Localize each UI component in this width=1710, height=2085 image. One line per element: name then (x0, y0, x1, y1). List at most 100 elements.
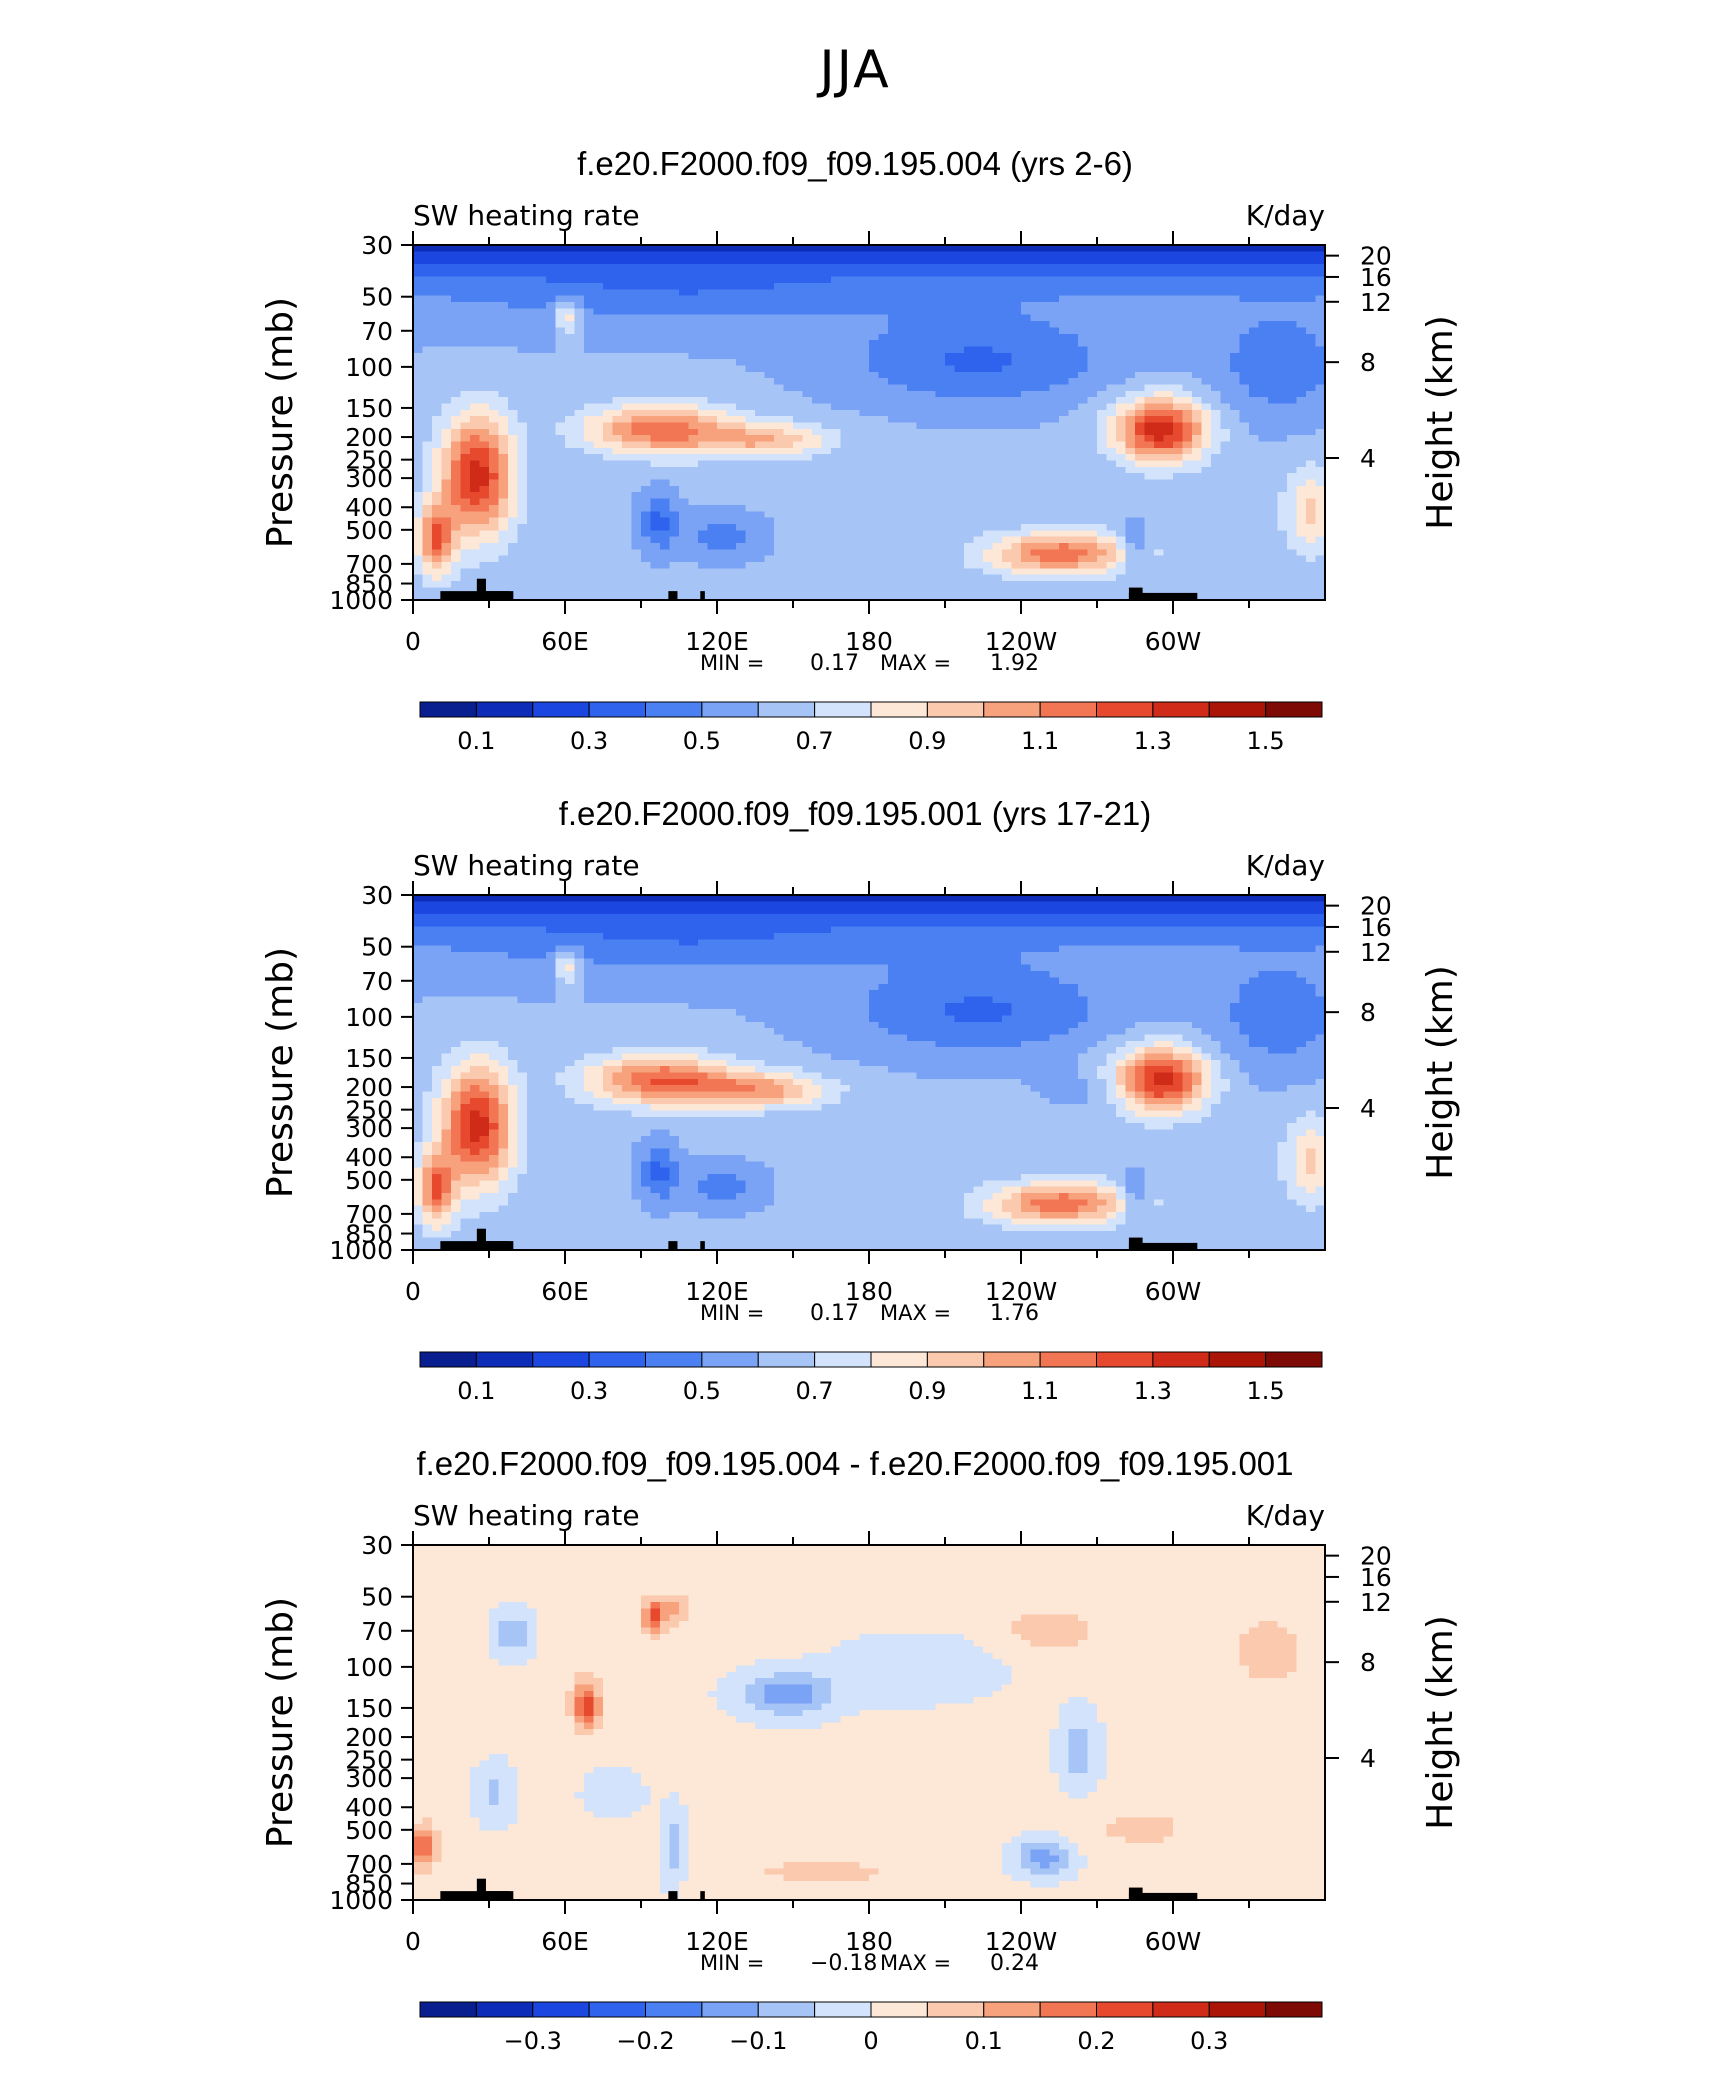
heatmap-cell (897, 441, 908, 449)
heatmap-cell (1021, 460, 1032, 468)
heatmap-cell (869, 498, 880, 506)
heatmap-cell (1182, 454, 1193, 462)
heatmap-cell (812, 517, 823, 525)
heatmap-cell (783, 283, 794, 290)
heatmap-cell (451, 257, 462, 265)
heatmap-cell (878, 504, 889, 512)
heatmap-cell (593, 264, 604, 271)
heatmap-cell (707, 441, 718, 449)
heatmap-cell (1068, 314, 1079, 322)
heatmap-cell (1315, 390, 1326, 398)
heatmap-cell (926, 441, 937, 449)
heatmap-cell (470, 561, 481, 569)
heatmap-cell (631, 409, 642, 417)
heatmap-cell (1201, 466, 1212, 474)
heatmap-cell (935, 492, 946, 500)
heatmap-cell (907, 530, 918, 538)
heatmap-cell (555, 295, 566, 303)
heatmap-cell (1315, 523, 1326, 531)
heatmap-cell (536, 359, 547, 367)
heatmap-cell (489, 422, 500, 430)
heatmap-cell (793, 568, 804, 576)
heatmap-cell (527, 283, 538, 290)
heatmap-cell (850, 352, 861, 360)
heatmap-cell (755, 460, 766, 468)
heatmap-cell (1163, 416, 1174, 424)
heatmap-cell (432, 371, 443, 379)
heatmap-cell (707, 492, 718, 500)
heatmap-cell (802, 289, 813, 297)
heatmap-cell (1268, 568, 1279, 576)
heatmap-cell (1135, 466, 1146, 474)
heatmap-cell (717, 517, 728, 525)
heatmap-cell (536, 257, 547, 265)
heatmap-cell (812, 245, 823, 252)
heatmap-cell (631, 365, 642, 373)
heatmap-cell (679, 504, 690, 512)
heatmap-cell (1087, 479, 1098, 487)
heatmap-cell (622, 479, 633, 487)
heatmap-cell (1201, 549, 1212, 557)
heatmap-cell (831, 371, 842, 379)
heatmap-cell (1030, 340, 1041, 348)
heatmap-cell (926, 365, 937, 373)
heatmap-cell (1087, 416, 1098, 424)
heatmap-cell (1068, 523, 1079, 531)
heatmap-cell (1182, 321, 1193, 329)
heatmap-cell (593, 359, 604, 367)
heatmap-cell (1154, 251, 1165, 259)
heatmap-cell (1192, 454, 1203, 462)
heatmap-cell (631, 251, 642, 259)
heatmap-cell (1116, 308, 1127, 316)
heatmap-cell (926, 403, 937, 411)
heatmap-cell (736, 365, 747, 373)
heatmap-cell (1287, 270, 1298, 278)
heatmap-cell (574, 378, 585, 386)
heatmap-cell (1154, 346, 1165, 354)
heatmap-cell (831, 416, 842, 424)
heatmap-cell (565, 270, 576, 278)
heatmap-cell (1154, 492, 1165, 500)
heatmap-cell (1306, 340, 1317, 348)
heatmap-cell (707, 270, 718, 278)
heatmap-cell (498, 359, 509, 367)
heatmap-cell (1154, 276, 1165, 284)
heatmap-cell (1021, 245, 1032, 252)
heatmap-cell (1021, 511, 1032, 519)
heatmap-cell (1258, 283, 1269, 290)
heatmap-cell (1268, 530, 1279, 538)
heatmap-cell (527, 384, 538, 392)
heatmap-cell (1144, 530, 1155, 538)
heatmap-cell (650, 333, 661, 341)
heatmap-cell (859, 264, 870, 271)
heatmap-cell (1068, 536, 1079, 544)
heatmap-cell (413, 542, 424, 550)
heatmap-cell (1287, 359, 1298, 367)
heatmap-cell (1220, 422, 1231, 430)
heatmap-cell (992, 447, 1003, 455)
heatmap-cell (840, 473, 851, 481)
heatmap-cell (489, 555, 500, 563)
heatmap-cell (688, 428, 699, 436)
heatmap-cell (479, 302, 490, 309)
heatmap-cell (793, 346, 804, 354)
heatmap-cell (460, 555, 471, 563)
heatmap-cell (1059, 270, 1070, 278)
heatmap-cell (1125, 523, 1136, 531)
heatmap-cell (688, 346, 699, 354)
heatmap-cell (1068, 485, 1079, 493)
heatmap-cell (897, 530, 908, 538)
heatmap-cell (698, 568, 709, 576)
heatmap-cell (1201, 530, 1212, 538)
heatmap-cell (622, 454, 633, 462)
heatmap-cell (1049, 422, 1060, 430)
heatmap-cell (1002, 302, 1013, 309)
heatmap-cell (954, 390, 965, 398)
heatmap-cell (1277, 340, 1288, 348)
heatmap-cell (631, 428, 642, 436)
heatmap-cell (1002, 460, 1013, 468)
heatmap-cell (745, 485, 756, 493)
heatmap-cell (1192, 530, 1203, 538)
heatmap-cell (546, 466, 557, 474)
heatmap-cell (1296, 289, 1307, 297)
